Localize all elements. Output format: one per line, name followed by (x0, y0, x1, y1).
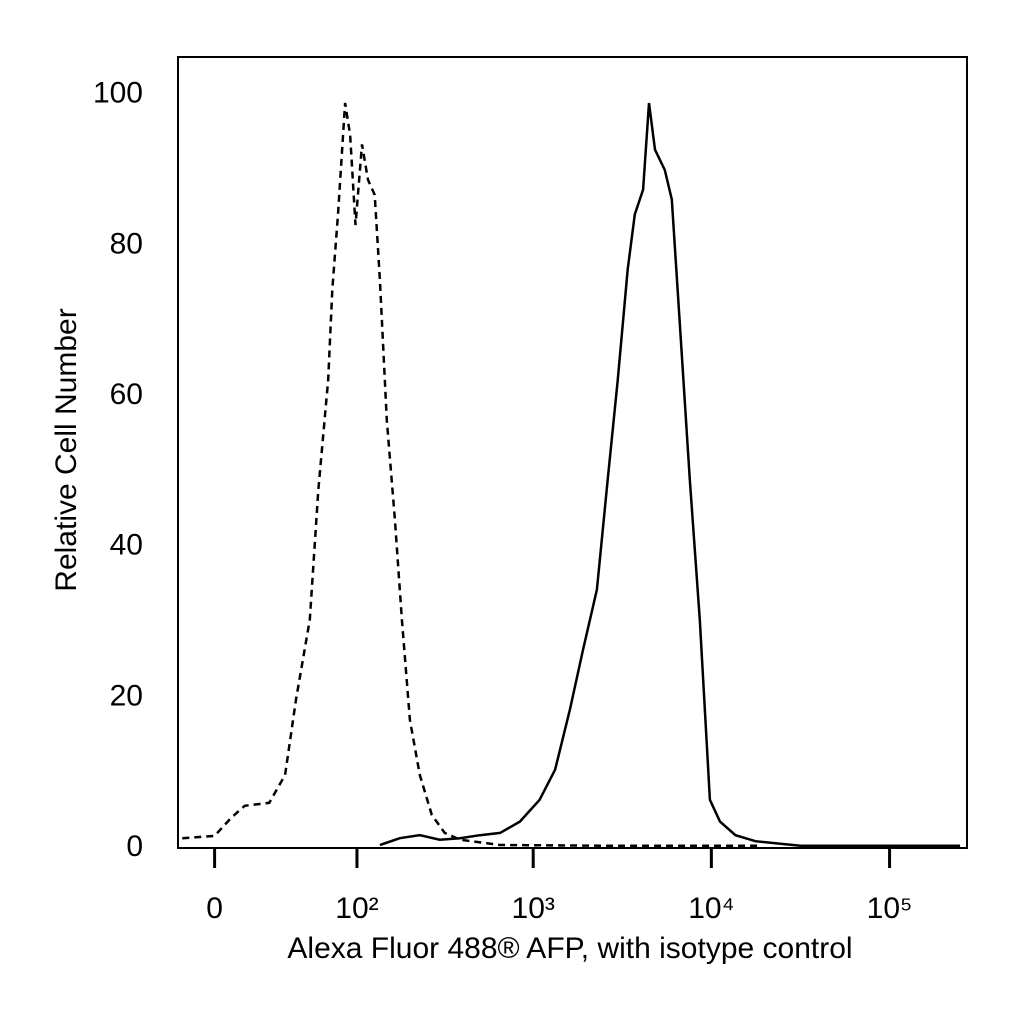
series-line (379, 102, 961, 847)
y-tick-label: 60 (110, 378, 143, 411)
x-tick-label: 0 (206, 892, 223, 925)
x-tick-label: 10⁴ (688, 892, 734, 925)
x-tick-label: 10⁵ (867, 892, 913, 925)
y-tick-label: 100 (93, 77, 143, 110)
y-tick-label: 20 (110, 679, 143, 712)
series-line (182, 102, 761, 847)
y-tick-label: 40 (110, 529, 143, 562)
y-tick-label: 80 (110, 227, 143, 260)
x-axis-label: Alexa Fluor 488® AFP, with isotype contr… (287, 932, 852, 965)
y-axis-label: Relative Cell Number (50, 308, 83, 591)
x-tick-label: 10³ (512, 892, 555, 925)
y-tick-label: 0 (126, 830, 143, 863)
x-tick-label: 10² (335, 892, 378, 925)
plot-frame (177, 56, 968, 849)
